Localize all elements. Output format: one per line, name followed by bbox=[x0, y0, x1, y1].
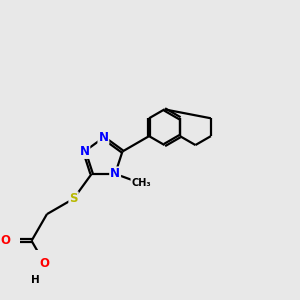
Text: S: S bbox=[69, 192, 78, 205]
Text: O: O bbox=[0, 234, 11, 247]
Text: N: N bbox=[98, 131, 108, 144]
Text: O: O bbox=[40, 257, 50, 270]
Text: N: N bbox=[110, 167, 120, 180]
Text: CH₃: CH₃ bbox=[131, 178, 151, 188]
Text: N: N bbox=[80, 145, 89, 158]
Text: H: H bbox=[32, 274, 40, 285]
